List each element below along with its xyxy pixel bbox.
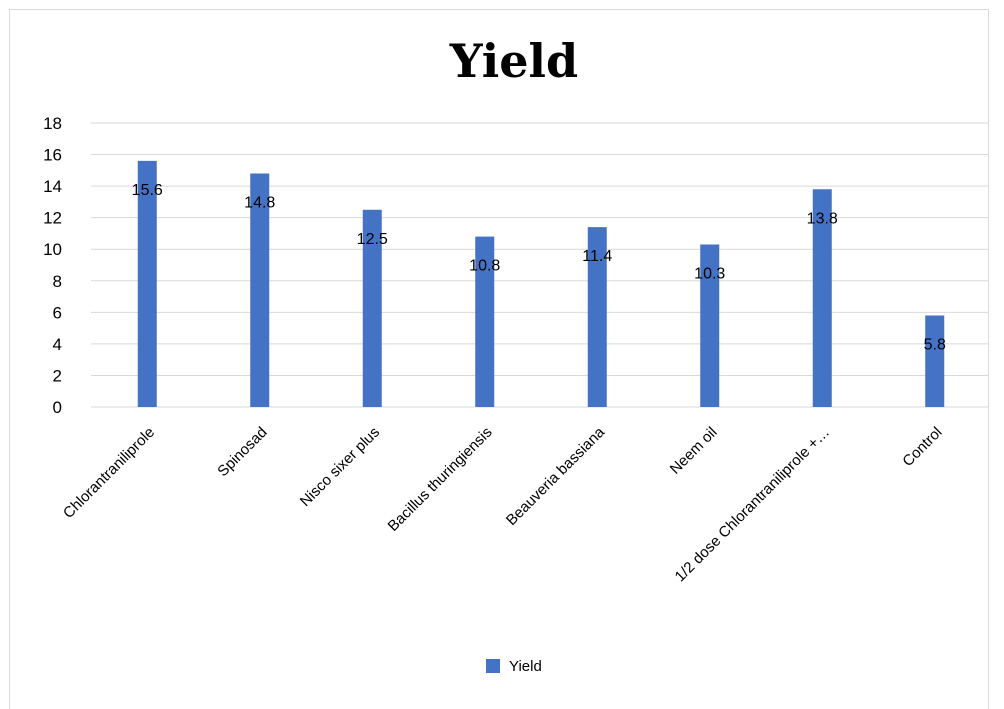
data-labels: 15.6 14.8 12.5 10.8 11.4 10.3 13.8 5.8 <box>132 182 946 354</box>
x-tick-label: Neem oil <box>667 424 721 478</box>
bars <box>137 160 945 407</box>
x-axis-categories: Chlorantraniliprole Spinosad Nisco sixer p… <box>60 423 946 585</box>
data-label: 14.8 <box>244 194 275 211</box>
y-tick-label: 16 <box>43 146 62 165</box>
data-label: 11.4 <box>582 248 612 265</box>
bar <box>362 209 382 407</box>
yield-bar-chart: Yield 0 2 4 6 8 10 12 14 16 18 15.6 14.8 12.5 10.8 11… <box>43 34 989 675</box>
bar <box>587 227 607 407</box>
data-label: 5.8 <box>924 336 946 353</box>
legend-swatch <box>486 659 500 673</box>
y-tick-label: 6 <box>53 303 62 322</box>
x-tick-label: Chlorantraniliprole <box>60 424 158 522</box>
data-label: 12.5 <box>357 231 388 248</box>
y-axis-ticks: 0 2 4 6 8 10 12 14 16 18 <box>43 114 62 417</box>
data-label: 15.6 <box>132 182 163 199</box>
y-tick-label: 0 <box>53 398 62 417</box>
x-tick-label: Spinosad <box>214 424 270 480</box>
bar <box>700 244 720 407</box>
x-tick-label: Bacillus thuringiensis <box>385 424 496 535</box>
data-label: 13.8 <box>807 210 838 227</box>
y-tick-label: 12 <box>43 209 62 228</box>
y-tick-label: 10 <box>43 240 62 259</box>
data-label: 10.8 <box>469 258 500 275</box>
y-tick-label: 14 <box>43 177 62 196</box>
x-tick-label: Nisco sixer plus <box>297 424 383 510</box>
y-tick-label: 4 <box>53 335 62 354</box>
x-tick-label: Control <box>899 424 945 470</box>
y-tick-label: 8 <box>53 272 62 291</box>
gridlines <box>91 122 989 408</box>
y-tick-label: 18 <box>43 114 62 133</box>
bar <box>812 189 832 407</box>
data-label: 10.3 <box>694 265 725 282</box>
chart-title: Yield <box>449 34 578 88</box>
x-tick-label: Beauveria bassiana <box>503 423 609 529</box>
legend: Yield <box>486 658 542 675</box>
legend-label: Yield <box>509 658 542 675</box>
bar <box>925 315 945 407</box>
chart-frame: Yield 0 2 4 6 8 10 12 14 16 18 15.6 14.8 12.5 10.8 11… <box>9 9 989 709</box>
bar <box>475 236 495 407</box>
y-tick-label: 2 <box>53 366 62 385</box>
bar <box>137 160 157 407</box>
bar <box>250 173 270 407</box>
